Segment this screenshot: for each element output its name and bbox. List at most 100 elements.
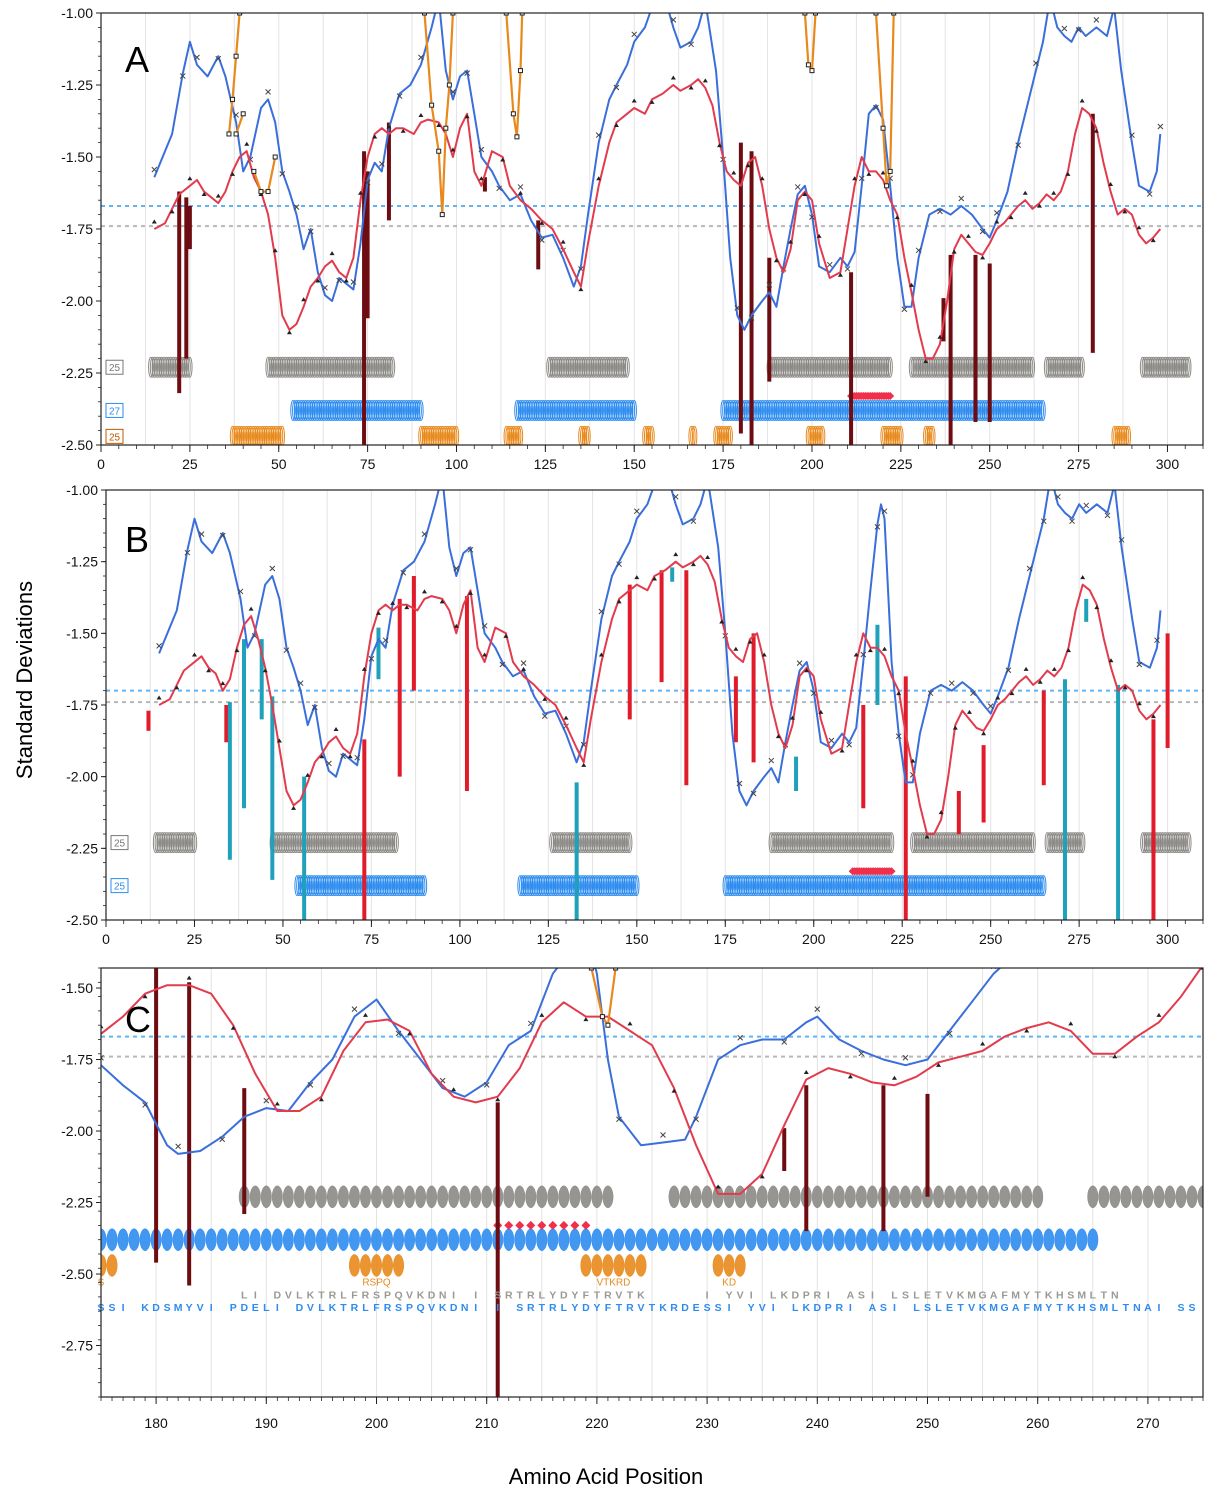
residue-ellipse	[725, 425, 732, 445]
residue-ellipse	[293, 399, 300, 421]
data-point	[846, 741, 852, 748]
data-point	[521, 666, 527, 671]
residue-ellipse	[352, 832, 359, 854]
residue-ellipse	[796, 399, 803, 421]
residue-ellipse	[1140, 832, 1146, 854]
residue-ellipse	[952, 875, 958, 897]
residue-ellipse	[913, 875, 920, 897]
residue-ellipse	[734, 1228, 746, 1251]
data-point	[237, 13, 243, 16]
residue-ellipse	[736, 875, 743, 897]
residue-ellipse	[348, 356, 355, 378]
residue-ellipse	[1003, 832, 1010, 854]
residue-ellipse	[789, 1228, 801, 1251]
residue-ellipse	[871, 356, 877, 378]
residue-ellipse	[279, 425, 285, 445]
residue-ellipse	[563, 399, 570, 421]
residue-ellipse	[531, 875, 537, 897]
residue-ellipse	[789, 875, 796, 897]
blue-series-line	[101, 968, 1002, 1155]
sequence-letter: H	[1056, 1289, 1064, 1301]
diamond-marker	[548, 1220, 558, 1230]
data-point	[336, 277, 343, 284]
residue-ellipse	[540, 875, 546, 897]
residue-ellipse	[942, 356, 948, 378]
residue-ellipse	[591, 832, 598, 854]
residue-ellipse	[602, 875, 608, 897]
residue-ellipse	[1077, 356, 1084, 378]
residue-ellipse	[851, 875, 858, 897]
residue-ellipse	[622, 356, 629, 378]
residue-ellipse	[750, 875, 757, 897]
residue-ellipse	[320, 356, 326, 378]
residue-ellipse	[426, 1185, 438, 1209]
residue-ellipse	[855, 356, 861, 378]
residue-ellipse	[1156, 832, 1162, 854]
residue-ellipse	[324, 832, 330, 854]
residue-ellipse	[1114, 425, 1121, 445]
panel-letter: B	[125, 519, 149, 560]
residue-ellipse	[572, 356, 579, 378]
residue-ellipse	[341, 356, 348, 378]
residue-ellipse	[393, 875, 399, 897]
sequence-letter: N	[1133, 1302, 1141, 1314]
residue-ellipse	[771, 356, 778, 378]
residue-ellipse	[388, 875, 394, 897]
residue-ellipse	[999, 399, 1005, 421]
data-point	[937, 334, 943, 339]
residue-ellipse	[412, 399, 419, 421]
residue-ellipse	[617, 356, 623, 378]
residue-ellipse	[1055, 832, 1061, 854]
residue-ellipse	[300, 399, 307, 421]
data-point	[514, 134, 520, 140]
residue-ellipse	[627, 399, 634, 421]
track-label-box	[110, 878, 129, 894]
data-point	[343, 278, 349, 283]
residue-ellipse	[595, 356, 602, 378]
residue-ellipse	[1043, 1228, 1055, 1251]
residue-ellipse	[895, 875, 902, 897]
data-point	[1112, 1054, 1118, 1059]
residue-ellipse	[978, 399, 984, 421]
residue-ellipse	[617, 399, 623, 421]
residue-ellipse	[881, 875, 888, 897]
residue-ellipse	[368, 875, 375, 897]
residue-ellipse	[300, 356, 307, 378]
sequence-letter: F	[605, 1302, 612, 1314]
residue-ellipse	[873, 356, 879, 378]
residue-ellipse	[734, 1254, 746, 1277]
data-point	[1051, 666, 1057, 671]
residue-ellipse	[384, 875, 391, 897]
residue-ellipse	[1014, 832, 1020, 854]
residue-ellipse	[1001, 399, 1007, 421]
residue-ellipse	[867, 356, 874, 378]
data-point	[206, 668, 212, 673]
sequence-letter: L	[296, 1289, 303, 1301]
residue-ellipse	[338, 356, 344, 378]
residue-ellipse	[1145, 356, 1151, 378]
residue-ellipse	[322, 832, 329, 854]
residue-ellipse	[382, 1185, 393, 1209]
residue-ellipse	[849, 875, 856, 897]
sequence-letter: L	[318, 1302, 325, 1314]
residue-ellipse	[967, 399, 973, 421]
residue-ellipse	[280, 832, 286, 854]
x-tick-label: 200	[365, 1415, 389, 1431]
sequence-letter: R	[527, 1289, 535, 1301]
data-point	[297, 680, 304, 687]
data-point	[1048, 0, 1053, 4]
residue-ellipse	[581, 832, 587, 854]
residue-ellipse	[567, 399, 573, 421]
residue-ellipse	[425, 425, 431, 445]
residue-ellipse	[436, 425, 442, 445]
residue-ellipse	[446, 425, 453, 445]
data-point	[450, 89, 456, 95]
residue-ellipse	[779, 875, 785, 897]
residue-ellipse	[885, 425, 892, 445]
residue-ellipse	[606, 399, 613, 421]
residue-ellipse	[538, 875, 544, 897]
residue-ellipse	[818, 356, 824, 378]
data-point	[350, 279, 357, 285]
residue-ellipse	[186, 832, 192, 854]
residue-ellipse	[843, 356, 849, 378]
